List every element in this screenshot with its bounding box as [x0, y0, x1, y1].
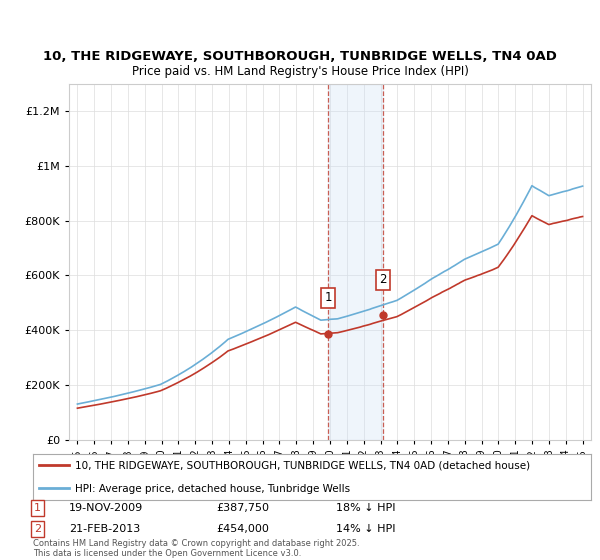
Text: Price paid vs. HM Land Registry's House Price Index (HPI): Price paid vs. HM Land Registry's House …: [131, 65, 469, 78]
Text: £454,000: £454,000: [216, 524, 269, 534]
Text: 10, THE RIDGEWAYE, SOUTHBOROUGH, TUNBRIDGE WELLS, TN4 0AD: 10, THE RIDGEWAYE, SOUTHBOROUGH, TUNBRID…: [43, 49, 557, 63]
Text: 2: 2: [34, 524, 41, 534]
Text: 1: 1: [324, 291, 332, 305]
Text: 21-FEB-2013: 21-FEB-2013: [69, 524, 140, 534]
Text: Contains HM Land Registry data © Crown copyright and database right 2025.
This d: Contains HM Land Registry data © Crown c…: [33, 539, 359, 558]
Text: 18% ↓ HPI: 18% ↓ HPI: [336, 503, 395, 513]
Text: 14% ↓ HPI: 14% ↓ HPI: [336, 524, 395, 534]
Text: 2: 2: [379, 273, 386, 286]
Text: HPI: Average price, detached house, Tunbridge Wells: HPI: Average price, detached house, Tunb…: [75, 484, 350, 494]
Text: 1: 1: [34, 503, 41, 513]
Text: 10, THE RIDGEWAYE, SOUTHBOROUGH, TUNBRIDGE WELLS, TN4 0AD (detached house): 10, THE RIDGEWAYE, SOUTHBOROUGH, TUNBRID…: [75, 461, 530, 471]
Text: 19-NOV-2009: 19-NOV-2009: [69, 503, 143, 513]
Text: £387,750: £387,750: [216, 503, 269, 513]
Bar: [328, 84, 383, 440]
